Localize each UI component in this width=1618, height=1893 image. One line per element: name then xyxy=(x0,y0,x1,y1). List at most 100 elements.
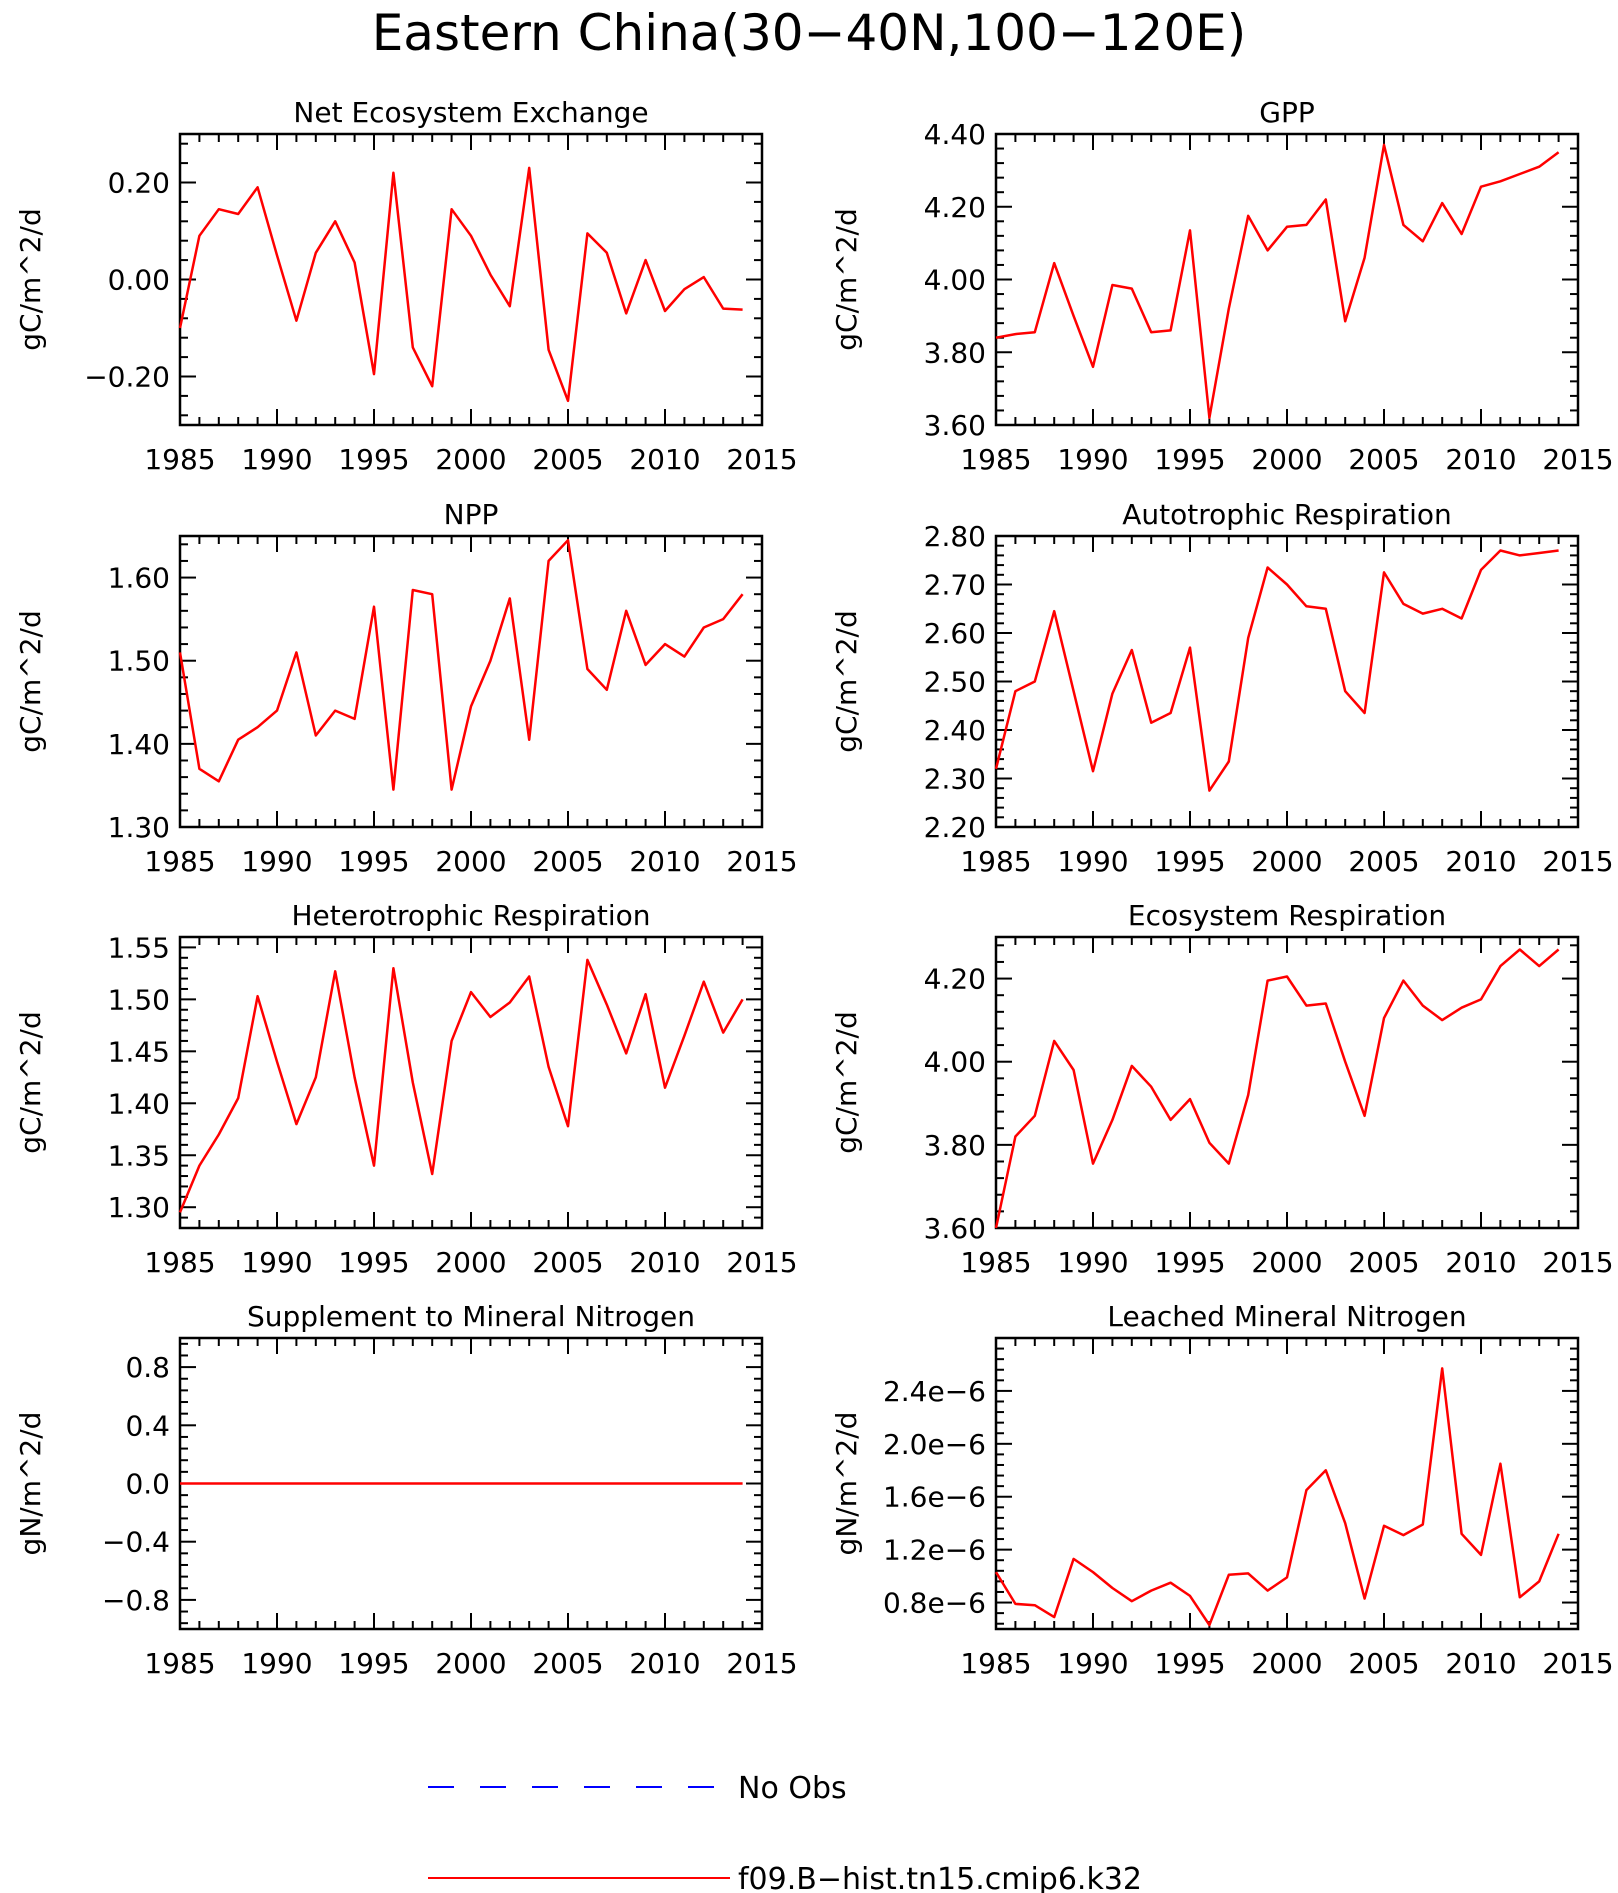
y-tick-label: 1.35 xyxy=(108,1139,170,1172)
x-tick-label: 2015 xyxy=(726,443,797,476)
series-line xyxy=(994,948,1560,1229)
y-tick-label: 1.30 xyxy=(108,1191,170,1224)
y-tick-label: 2.80 xyxy=(924,520,986,553)
x-tick-label: 2015 xyxy=(1542,1647,1613,1680)
x-tick-label: 2005 xyxy=(1348,1647,1419,1680)
y-tick-label: 2.50 xyxy=(924,666,986,699)
y-axis-label: gC/m^2/d xyxy=(830,610,863,753)
x-tick-label: 1995 xyxy=(1154,845,1225,878)
y-tick-label: 3.60 xyxy=(924,1212,986,1245)
x-tick-label: 2000 xyxy=(1251,443,1322,476)
panel-title: Leached Mineral Nitrogen xyxy=(1107,1300,1466,1333)
y-tick-label: 4.40 xyxy=(924,118,986,151)
x-tick-label: 2010 xyxy=(629,1246,700,1279)
y-tick-label: 1.55 xyxy=(108,931,170,964)
panel-title: GPP xyxy=(1259,96,1314,129)
y-tick-label: 0.4 xyxy=(125,1409,170,1442)
y-tick-label: 1.30 xyxy=(108,811,170,844)
y-tick-label: 1.6e−6 xyxy=(883,1481,986,1514)
y-tick-label: 4.00 xyxy=(924,1046,986,1079)
x-tick-label: 1990 xyxy=(1057,443,1128,476)
y-tick-label: 4.00 xyxy=(924,264,986,297)
y-tick-label: 0.8 xyxy=(125,1351,170,1384)
y-tick-label: 1.45 xyxy=(108,1035,170,1068)
panel-frame xyxy=(994,1336,1580,1631)
panel-7: Supplement to Mineral Nitrogen gN/m^2/d 19… xyxy=(14,1300,798,1680)
panel-8: Leached Mineral Nitrogen gN/m^2/d 1985 1990… xyxy=(830,1300,1614,1680)
y-tick-label: 0.0 xyxy=(125,1468,170,1501)
x-tick-label: 2005 xyxy=(1348,845,1419,878)
x-tick-label: 1990 xyxy=(1057,1647,1128,1680)
y-tick-label: 2.70 xyxy=(924,569,986,602)
x-tick-label: 1985 xyxy=(960,845,1031,878)
panel-title: NPP xyxy=(444,498,499,531)
y-tick-label: 1.40 xyxy=(108,728,170,761)
x-tick-label: 2005 xyxy=(532,443,603,476)
x-tick-label: 2010 xyxy=(1445,1246,1516,1279)
x-tick-label: 1985 xyxy=(144,443,215,476)
x-tick-label: 2010 xyxy=(1445,845,1516,878)
x-tick-label: 2000 xyxy=(1251,1246,1322,1279)
panel-3: NPP gC/m^2/d 1985 1990 1995 2000 2005 2010 2015 1… xyxy=(14,498,798,878)
y-tick-label: 2.40 xyxy=(924,714,986,747)
y-tick-label: 4.20 xyxy=(924,963,986,996)
y-tick-label: −0.20 xyxy=(84,361,170,394)
x-tick-label: 2015 xyxy=(726,1647,797,1680)
y-axis-label: gN/m^2/d xyxy=(830,1412,863,1556)
x-tick-label: 1995 xyxy=(1154,1246,1225,1279)
y-axis-label: gC/m^2/d xyxy=(14,610,47,753)
x-tick-label: 2000 xyxy=(1251,845,1322,878)
x-tick-label: 1995 xyxy=(1154,443,1225,476)
panel-title: Supplement to Mineral Nitrogen xyxy=(247,1300,695,1333)
panel-title: Net Ecosystem Exchange xyxy=(293,96,648,129)
figure-title: Eastern China(30−40N,100−120E) xyxy=(372,4,1247,62)
x-tick-label: 1995 xyxy=(338,1246,409,1279)
x-tick-label: 1995 xyxy=(338,1647,409,1680)
x-tick-label: 1985 xyxy=(144,1647,215,1680)
x-tick-label: 2000 xyxy=(435,443,506,476)
panel-frame xyxy=(994,534,1580,829)
y-axis-label: gC/m^2/d xyxy=(830,208,863,351)
y-tick-label: 0.00 xyxy=(108,264,170,297)
y-axis-label: gC/m^2/d xyxy=(830,1011,863,1154)
x-tick-label: 1985 xyxy=(144,1246,215,1279)
panel-frame xyxy=(178,935,764,1230)
x-tick-label: 1995 xyxy=(1154,1647,1225,1680)
panel-frame xyxy=(994,132,1580,427)
series-line xyxy=(995,143,1560,419)
x-tick-label: 1990 xyxy=(241,1246,312,1279)
x-tick-label: 2005 xyxy=(532,1647,603,1680)
x-tick-label: 1985 xyxy=(960,443,1031,476)
x-tick-label: 2010 xyxy=(629,1647,700,1680)
x-tick-label: 2005 xyxy=(532,845,603,878)
y-axis-label: gC/m^2/d xyxy=(14,1011,47,1154)
x-tick-label: 2000 xyxy=(435,1647,506,1680)
series-line xyxy=(994,549,1559,792)
y-tick-label: 1.2e−6 xyxy=(883,1534,986,1567)
x-tick-label: 1990 xyxy=(241,443,312,476)
y-tick-label: 1.50 xyxy=(108,645,170,678)
panel-frame xyxy=(178,132,764,427)
y-tick-label: 1.60 xyxy=(108,562,170,595)
x-tick-label: 1990 xyxy=(241,1647,312,1680)
y-tick-label: 0.8e−6 xyxy=(883,1587,986,1620)
y-axis-label: gC/m^2/d xyxy=(14,208,47,351)
series-line xyxy=(178,166,743,403)
panel-title: Heterotrophic Respiration xyxy=(292,899,651,932)
x-tick-label: 1995 xyxy=(338,443,409,476)
y-tick-label: −0.4 xyxy=(102,1526,170,1559)
y-tick-label: 2.30 xyxy=(924,763,986,796)
panel-6: Ecosystem Respiration gC/m^2/d 1985 1990 199… xyxy=(830,899,1614,1279)
x-tick-label: 1985 xyxy=(960,1647,1031,1680)
panels: Net Ecosystem Exchange gC/m^2/d 1985 1990 19… xyxy=(14,96,1614,1680)
panel-5: Heterotrophic Respiration gC/m^2/d 1985 199… xyxy=(14,899,798,1279)
panel-2: GPP gC/m^2/d 1985 1990 1995 2000 2005 2010 2015 3… xyxy=(830,96,1614,476)
x-tick-label: 1985 xyxy=(144,845,215,878)
y-tick-label: 2.20 xyxy=(924,811,986,844)
x-tick-label: 2010 xyxy=(629,443,700,476)
y-tick-label: 2.60 xyxy=(924,617,986,650)
panel-title: Ecosystem Respiration xyxy=(1128,899,1446,932)
legend-label-no-obs: No Obs xyxy=(738,1771,847,1806)
x-tick-label: 2015 xyxy=(1542,443,1613,476)
x-tick-label: 2000 xyxy=(1251,1647,1322,1680)
